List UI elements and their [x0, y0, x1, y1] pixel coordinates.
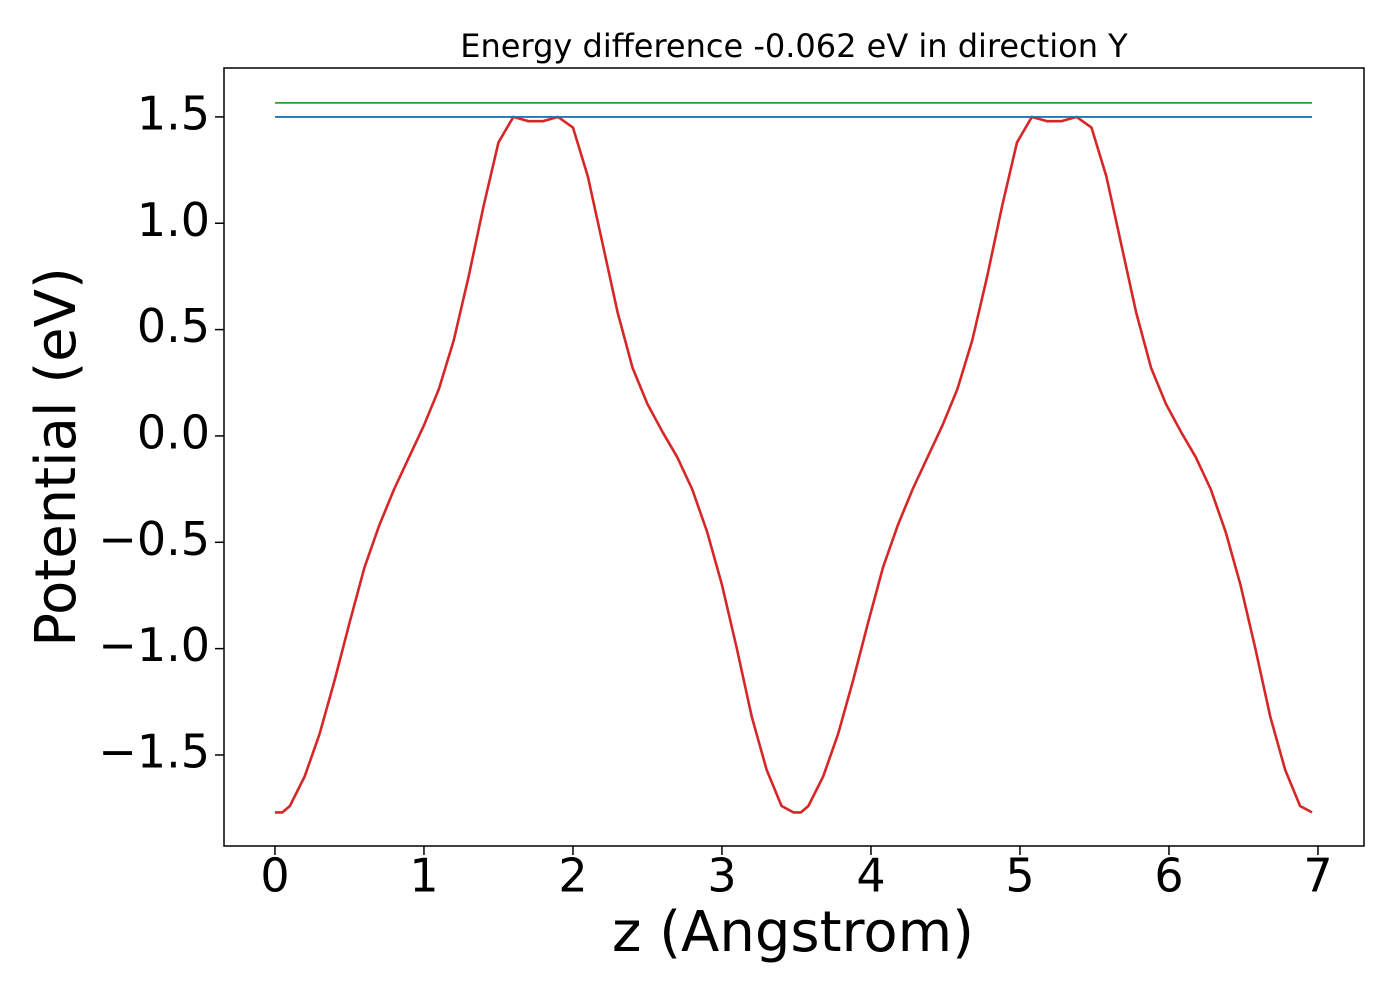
x-tick-label: 6 [1154, 849, 1183, 903]
plot-frame [223, 67, 1365, 847]
y-axis-label: Potential (eV) [24, 267, 89, 647]
x-axis-label: z (Angstrom) [612, 900, 974, 965]
line-series [274, 115, 1313, 814]
y-tick-label: −1.0 [98, 618, 210, 672]
y-tick-label: 0.0 [137, 405, 210, 459]
x-tick-label: 1 [409, 849, 438, 903]
y-tick-label: 0.5 [137, 299, 210, 353]
x-tick-label: 5 [1005, 849, 1034, 903]
chart-title: Energy difference -0.062 eV in direction… [460, 27, 1128, 65]
x-tick-label: 4 [856, 849, 885, 903]
y-tick-label: 1.5 [137, 86, 210, 140]
y-tick-label: −0.5 [98, 512, 210, 566]
y-tick-label: 1.0 [137, 193, 210, 247]
x-tick-label: 3 [707, 849, 736, 903]
y-tick-label: −1.5 [98, 724, 210, 778]
x-tick-label: 7 [1303, 849, 1332, 903]
x-tick-label: 0 [260, 849, 289, 903]
x-tick-label: 2 [558, 849, 587, 903]
